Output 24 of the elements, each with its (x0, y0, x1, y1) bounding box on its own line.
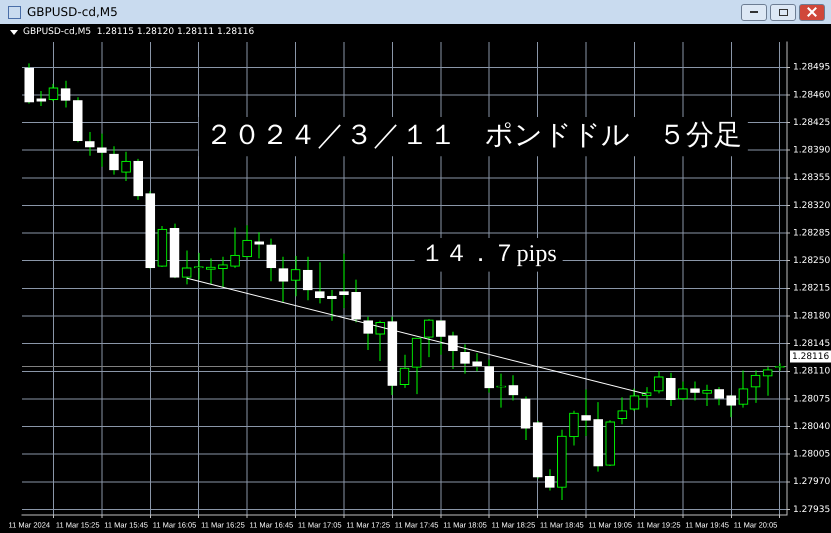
y-tick-label: 1.28075 (793, 394, 830, 404)
y-tick-label: 1.28110 (793, 366, 830, 377)
y-tick-label: 1.28460 (793, 90, 830, 100)
y-tick-label: 1.28180 (793, 311, 830, 322)
chart-subtitle: GBPUSD-cd,M5 1.28115 1.28120 1.28111 1.28116 (23, 27, 254, 37)
y-tick-label: 1.28320 (793, 200, 830, 211)
y-tick-label: 1.28425 (793, 118, 830, 128)
y-tick-label: 1.27935 (793, 504, 830, 515)
candlestick (339, 254, 349, 308)
y-tick-label: 1.28215 (793, 284, 830, 294)
y-tick-label: 1.28005 (793, 450, 830, 460)
y-tick-label: 1.28495 (793, 62, 830, 73)
y-tick-label: 1.27970 (793, 477, 830, 488)
y-tick-label: 1.28040 (793, 422, 830, 432)
chart-title: GBPUSD-cd,M5 (27, 5, 118, 19)
y-tick-label: 1.28285 (793, 228, 830, 238)
annotation: １４．７pips (420, 241, 557, 268)
ref-line-label: 1.28116 (792, 352, 830, 362)
annotation: ２０２４／３／１１ ポンドドル ５分足 (204, 120, 742, 151)
y-tick-label: 1.28145 (793, 338, 830, 349)
y-tick-label: 1.28390 (793, 146, 830, 156)
candlestick (496, 374, 506, 408)
y-tick-label: 1.28355 (793, 173, 830, 184)
y-tick-label: 1.28250 (793, 256, 830, 266)
